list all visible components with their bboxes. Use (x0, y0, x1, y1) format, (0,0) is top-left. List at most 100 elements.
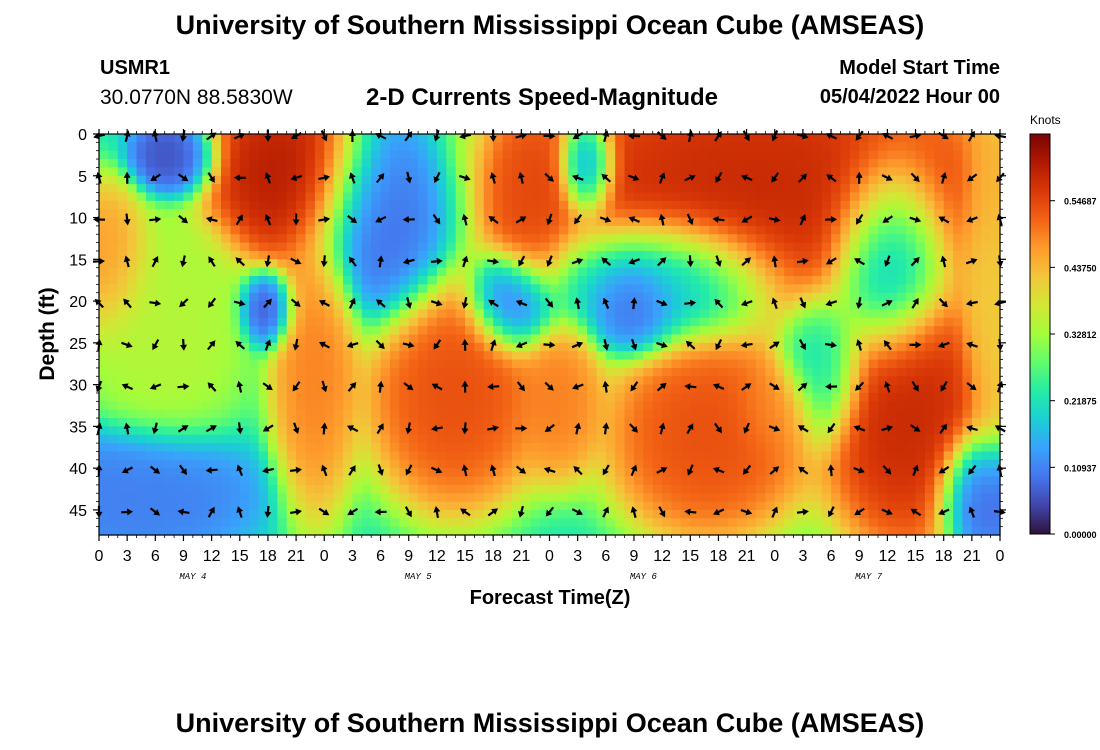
heat-cell (183, 459, 194, 469)
heat-cell (296, 518, 307, 528)
heat-cell (802, 326, 813, 336)
heat-cell (981, 334, 992, 344)
heat-cell (286, 418, 297, 427)
heat-cell (408, 167, 419, 177)
heat-cell (662, 259, 673, 269)
heat-cell (174, 192, 185, 202)
heat-cell (906, 276, 917, 285)
heat-cell (784, 367, 795, 377)
heat-cell (746, 134, 757, 143)
heat-cell (690, 484, 701, 494)
heat-cell (868, 309, 879, 319)
heat-cell (540, 200, 551, 210)
heat-cell (239, 159, 250, 169)
heat-cell (399, 276, 410, 285)
heat-cell (136, 518, 147, 528)
heat-cell (549, 392, 560, 402)
heat-cell (530, 443, 541, 453)
heat-cell (502, 284, 513, 294)
heat-cell (896, 242, 907, 252)
heat-cell (230, 359, 241, 369)
heat-cell (953, 501, 964, 511)
heat-cell (361, 326, 372, 336)
heat-cell (981, 259, 992, 269)
heat-cell (633, 451, 644, 461)
heat-cell (821, 284, 832, 294)
heat-cell (249, 468, 260, 478)
heat-cell (380, 484, 391, 494)
heat-cell (943, 192, 954, 202)
heat-cell (361, 418, 372, 427)
heat-cell (408, 342, 419, 352)
arrow-head (349, 382, 357, 389)
heat-cell (840, 217, 851, 227)
heat-cell (793, 426, 804, 436)
heat-cell (699, 526, 710, 536)
heat-cell (840, 334, 851, 344)
heat-cell (549, 276, 560, 285)
heat-cell (831, 234, 842, 244)
heat-cell (436, 267, 447, 277)
heat-cell (596, 409, 607, 419)
heat-cell (521, 192, 532, 202)
heat-cell (446, 434, 457, 444)
heat-cell (296, 209, 307, 219)
heat-cell (117, 250, 128, 260)
heat-cell (155, 192, 166, 202)
heat-cell (521, 326, 532, 336)
heat-cell (493, 434, 504, 444)
heat-cell (174, 209, 185, 219)
heat-cell (784, 351, 795, 361)
heat-cell (802, 209, 813, 219)
heat-cell (117, 484, 128, 494)
heat-cell (436, 418, 447, 427)
heat-cell (192, 250, 203, 260)
heat-cell (380, 292, 391, 302)
heat-cell (906, 476, 917, 486)
heat-cell (821, 242, 832, 252)
heat-cell (483, 476, 494, 486)
heat-cell (99, 192, 109, 202)
heat-cell (277, 443, 288, 453)
heat-cell (183, 526, 194, 536)
heat-cell (211, 401, 222, 411)
heat-cell (211, 217, 222, 227)
heat-cell (436, 451, 447, 461)
heat-cell (596, 284, 607, 294)
heat-cell (662, 267, 673, 277)
heat-cell (483, 501, 494, 511)
arrow-head (319, 341, 326, 348)
heat-cell (859, 267, 870, 277)
heat-cell (671, 292, 682, 302)
heat-cell (145, 409, 156, 419)
heat-cell (652, 409, 663, 419)
heat-cell (755, 326, 766, 336)
heat-cell (840, 418, 851, 427)
heat-cell (831, 259, 842, 269)
heat-cell (324, 159, 335, 169)
heat-cell (399, 326, 410, 336)
heat-cell (934, 276, 945, 285)
heat-cell (427, 209, 438, 219)
heat-cell (333, 434, 344, 444)
heat-cell (605, 351, 616, 361)
heat-cell (605, 267, 616, 277)
heat-cell (305, 426, 316, 436)
heat-cell (765, 317, 776, 327)
heat-cell (230, 250, 241, 260)
heat-cell (314, 259, 325, 269)
heat-cell (314, 242, 325, 252)
heat-cell (737, 276, 748, 285)
heat-cell (558, 443, 569, 453)
heat-cell (718, 501, 729, 511)
heat-cell (371, 376, 382, 386)
heat-cell (624, 409, 635, 419)
heat-cell (812, 259, 823, 269)
heat-cell (587, 468, 598, 478)
heat-cell (680, 501, 691, 511)
heat-cell (493, 409, 504, 419)
heat-cell (615, 451, 626, 461)
heat-cell (511, 309, 522, 319)
vector-arrow (431, 424, 443, 432)
heat-cell (99, 184, 109, 194)
